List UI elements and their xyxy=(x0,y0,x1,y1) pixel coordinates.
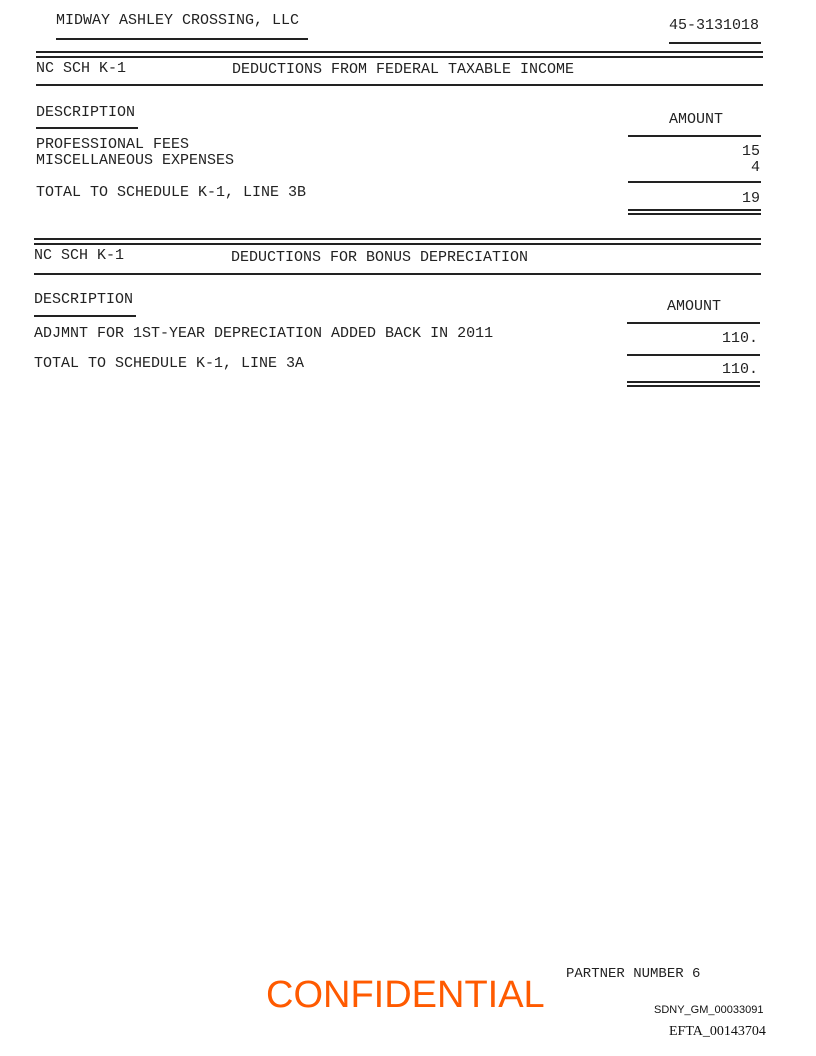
row-amount: 110. xyxy=(721,330,758,347)
divider xyxy=(627,322,760,324)
description-header: DESCRIPTION xyxy=(34,291,134,308)
total-description: TOTAL TO SCHEDULE K-1, LINE 3A xyxy=(34,355,305,372)
amount-header: AMOUNT xyxy=(667,298,722,315)
divider xyxy=(628,209,761,211)
description-header: DESCRIPTION xyxy=(36,104,136,121)
row-description: ADJMNT FOR 1ST-YEAR DEPRECIATION ADDED B… xyxy=(34,325,494,342)
divider xyxy=(34,243,761,245)
divider xyxy=(56,38,308,40)
divider xyxy=(628,135,761,137)
bates-number: SDNY_GM_00033091 xyxy=(654,1004,764,1016)
form-label: NC SCH K-1 xyxy=(36,60,127,77)
confidential-stamp: CONFIDENTIAL xyxy=(266,974,545,1016)
row-description: PROFESSIONAL FEES xyxy=(36,136,190,153)
divider xyxy=(627,385,760,387)
divider xyxy=(36,84,763,86)
divider xyxy=(669,42,761,44)
amount-header: AMOUNT xyxy=(669,111,724,128)
divider xyxy=(34,273,761,275)
form-label: NC SCH K-1 xyxy=(34,247,125,264)
row-description: MISCELLANEOUS EXPENSES xyxy=(36,152,235,169)
partner-number: PARTNER NUMBER 6 xyxy=(566,966,701,982)
divider xyxy=(34,238,761,240)
divider xyxy=(627,354,760,356)
divider xyxy=(627,381,760,383)
section-title: DEDUCTIONS FOR BONUS DEPRECIATION xyxy=(231,249,529,266)
total-description: TOTAL TO SCHEDULE K-1, LINE 3B xyxy=(36,184,307,201)
efta-number: EFTA_00143704 xyxy=(669,1024,766,1039)
total-amount: 110. xyxy=(721,361,758,378)
section-title: DEDUCTIONS FROM FEDERAL TAXABLE INCOME xyxy=(232,61,575,78)
divider xyxy=(628,213,761,215)
divider xyxy=(36,51,763,53)
divider xyxy=(36,56,763,58)
divider xyxy=(36,127,138,129)
entity-name: MIDWAY ASHLEY CROSSING, LLC xyxy=(56,12,300,29)
total-amount: 19 xyxy=(741,190,760,207)
divider xyxy=(628,181,761,183)
row-amount: 4 xyxy=(750,159,760,176)
row-amount: 15 xyxy=(741,143,760,160)
ein: 45-3131018 xyxy=(669,17,760,34)
divider xyxy=(34,315,136,317)
